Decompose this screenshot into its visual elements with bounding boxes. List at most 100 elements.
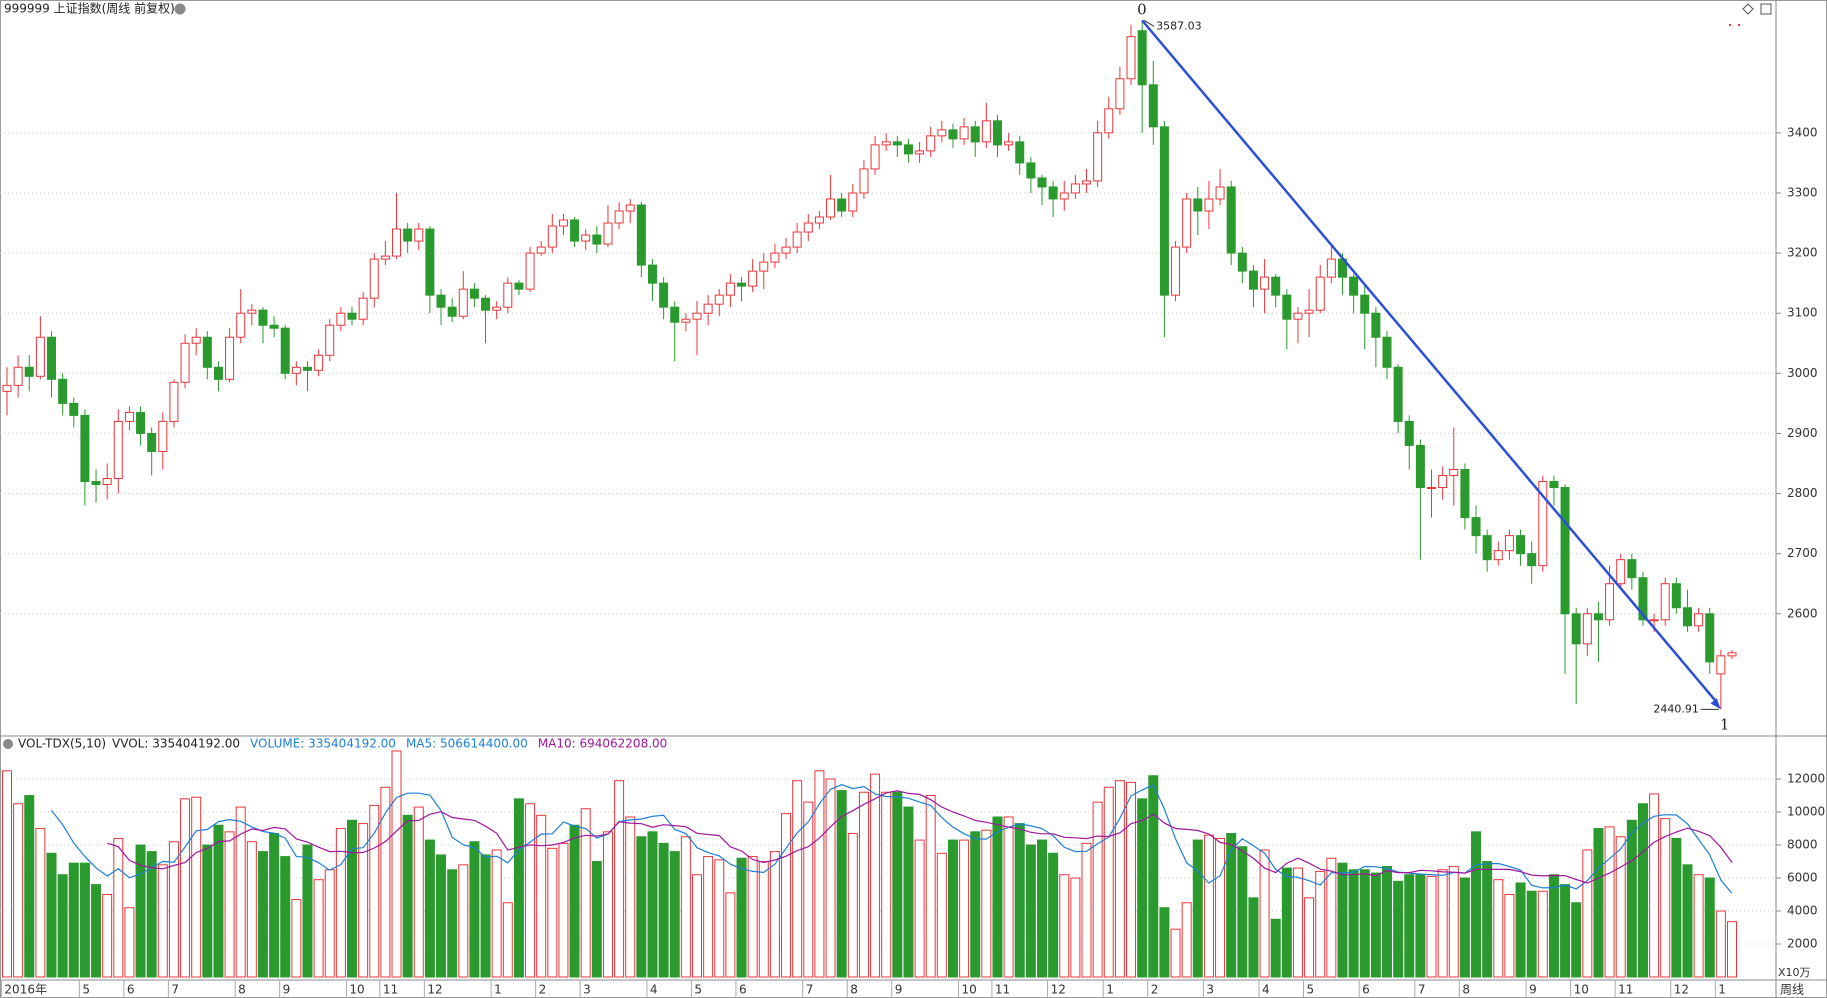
panel-icon[interactable] xyxy=(1760,3,1772,15)
volume-bar xyxy=(1092,801,1103,978)
candle-body xyxy=(1237,252,1247,272)
volume-bar xyxy=(1404,874,1415,978)
volume-bar xyxy=(814,770,825,978)
candle-body xyxy=(1593,613,1603,621)
volume-bar xyxy=(1615,836,1626,978)
candle-body xyxy=(469,288,479,299)
volume-bar xyxy=(1393,880,1404,978)
volume-bar xyxy=(614,780,625,978)
candle-body xyxy=(1282,294,1292,320)
volume-bar xyxy=(1281,867,1292,978)
candle-body xyxy=(291,366,301,374)
candle-body xyxy=(1204,198,1214,212)
candle-body xyxy=(247,309,257,314)
candle-body xyxy=(503,282,513,308)
candle-body xyxy=(903,144,913,155)
volume-bar xyxy=(625,816,636,978)
volume-bar xyxy=(1637,803,1648,978)
volume-menu-icon[interactable] xyxy=(3,739,13,749)
candle-body xyxy=(703,303,713,314)
trend-line xyxy=(1141,19,1718,704)
volume-bar xyxy=(168,841,179,978)
candle-body xyxy=(302,366,312,371)
x-tick-label: 9 xyxy=(1529,983,1537,997)
candle-body xyxy=(1616,559,1626,585)
volume-bar xyxy=(124,907,135,978)
marker-dot xyxy=(1729,24,1731,26)
y-tick-label: 4000 xyxy=(1787,904,1818,918)
volume-bar xyxy=(246,841,257,978)
title-menu-icon[interactable] xyxy=(174,3,186,15)
volume-bar xyxy=(769,851,780,978)
volume-bar xyxy=(1270,918,1281,978)
candle-body xyxy=(1504,535,1514,552)
volume-bar xyxy=(458,864,469,978)
candle-body xyxy=(670,306,680,323)
candle-body xyxy=(269,324,279,329)
candle-body xyxy=(69,402,79,416)
trend-arrowhead xyxy=(1710,698,1721,710)
candle-body xyxy=(147,432,157,452)
volume-bar xyxy=(291,898,302,978)
volume-bar xyxy=(1192,839,1203,978)
candle-body xyxy=(492,306,502,311)
candle-body xyxy=(1360,294,1370,314)
volume-bar xyxy=(1548,874,1559,978)
volume-bar xyxy=(1715,910,1726,978)
peak-pointer xyxy=(1143,19,1155,27)
y-tick-label: 2600 xyxy=(1787,606,1818,620)
candle-body xyxy=(1571,613,1581,645)
volume-bar xyxy=(391,750,402,978)
volume-bar xyxy=(781,813,792,978)
volume-bar xyxy=(736,857,747,978)
candle-body xyxy=(948,129,958,140)
volume-bar xyxy=(1148,775,1159,978)
volume-bar xyxy=(91,884,102,978)
x-tick-label: 7 xyxy=(806,983,814,997)
volume-bar xyxy=(1370,872,1381,978)
trend-start-label: 0 xyxy=(1137,0,1147,18)
volume-bar xyxy=(1649,793,1660,978)
volume-bar xyxy=(1359,869,1370,978)
volume-bar xyxy=(436,854,447,978)
volume-bar xyxy=(525,803,536,978)
volume-bar xyxy=(180,798,191,978)
diamond-icon[interactable] xyxy=(1742,3,1754,15)
volume-bar xyxy=(1693,874,1704,978)
volume-bar xyxy=(1560,884,1571,978)
volume-bar xyxy=(847,832,858,978)
volume-bar xyxy=(324,869,335,978)
volume-bar xyxy=(302,844,313,978)
volume-bar xyxy=(213,824,224,978)
candle-body xyxy=(1070,183,1080,194)
candle-body xyxy=(158,420,168,452)
volume-bar xyxy=(491,849,502,978)
candle-body xyxy=(570,219,580,242)
volume-bar xyxy=(1048,852,1059,978)
x-tick-label: 11 xyxy=(383,983,398,997)
volume-bar xyxy=(224,831,235,978)
candle-body xyxy=(1549,481,1559,489)
volume-bar xyxy=(1382,865,1392,978)
volume-bar xyxy=(1704,877,1715,978)
candle-body xyxy=(1215,186,1225,200)
volume-bar xyxy=(669,851,680,978)
candle-body xyxy=(1315,276,1325,311)
candle-body xyxy=(1015,141,1025,164)
candle-body xyxy=(336,312,346,326)
candle-body xyxy=(124,411,134,422)
volume-bar xyxy=(191,796,202,978)
volume-bar xyxy=(447,869,458,978)
volume-readout: VVOL: 335404192.00 xyxy=(112,737,240,751)
volume-bar xyxy=(79,862,90,978)
marker-dot xyxy=(1738,24,1740,26)
volume-bar xyxy=(1237,846,1248,978)
volume-bar xyxy=(402,814,413,978)
candle-body xyxy=(725,282,735,296)
volume-bar xyxy=(881,791,892,978)
x-tick-label: 4 xyxy=(1262,983,1270,997)
volume-bar xyxy=(1248,897,1259,978)
